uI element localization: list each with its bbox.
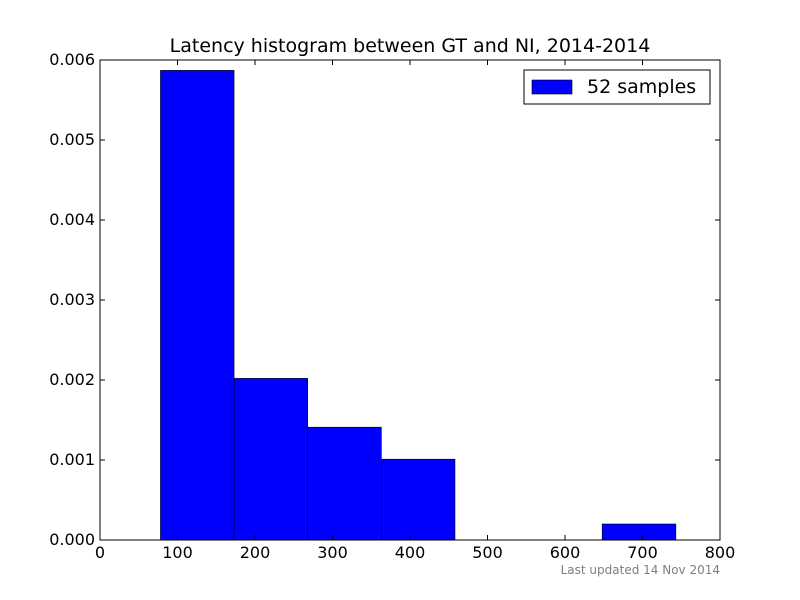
x-tick-label: 200 (240, 543, 271, 562)
x-tick-label: 100 (162, 543, 193, 562)
y-tick-label: 0.002 (49, 370, 95, 389)
y-tick-label: 0.001 (49, 450, 95, 469)
y-tick-label: 0.000 (49, 530, 95, 549)
x-tick-label: 700 (627, 543, 658, 562)
legend-swatch (531, 79, 573, 95)
x-tick-label: 600 (550, 543, 581, 562)
legend: 52 samples (523, 69, 711, 105)
histogram-bar (601, 523, 677, 541)
x-tick-label: 300 (317, 543, 348, 562)
x-tick-label: 500 (472, 543, 503, 562)
histogram-bar (307, 426, 382, 541)
legend-label: 52 samples (587, 76, 696, 98)
x-tick-label: 0 (95, 543, 105, 562)
x-tick-label: 800 (705, 543, 736, 562)
histogram-bar (381, 458, 456, 541)
bars-group (160, 70, 677, 541)
histogram-bar (233, 378, 308, 541)
y-tick-label: 0.003 (49, 290, 95, 309)
histogram-bar (160, 70, 235, 541)
y-tick-label: 0.004 (49, 210, 95, 229)
ticks-group: 0 100 200 300 400 500 600 700 800 0.000 0.001 0.002… (49, 50, 735, 562)
last-updated-note: Last updated 14 Nov 2014 (561, 563, 720, 577)
chart-title: Latency histogram between GT and NI, 201… (170, 35, 651, 57)
y-tick-label: 0.006 (49, 50, 95, 69)
x-tick-label: 400 (395, 543, 426, 562)
y-tick-label: 0.005 (49, 130, 95, 149)
